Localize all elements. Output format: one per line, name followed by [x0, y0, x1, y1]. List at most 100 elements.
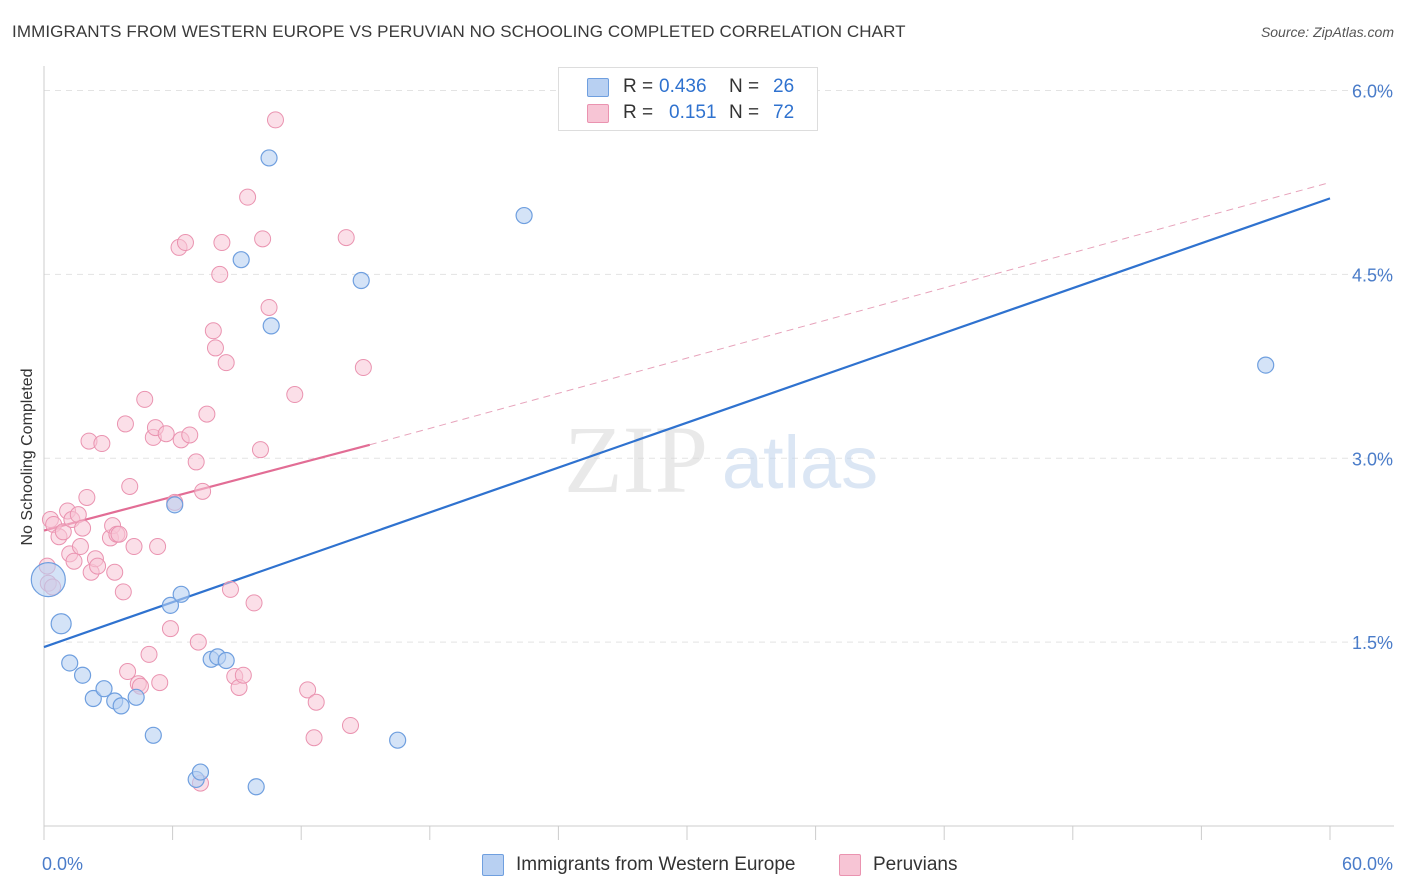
data-point-peruvians	[337, 229, 355, 247]
tick-labels: 1.5% 3.0% 4.5% 6.0% 0.0% 60.0%	[42, 82, 1393, 874]
data-point-peruvians	[54, 523, 72, 541]
data-point-peruvians	[114, 583, 132, 601]
data-point-peruvians	[254, 230, 272, 248]
series-legend: Immigrants from Western Europe Peruvians	[0, 852, 1406, 878]
x-tick-label: 60.0%	[1342, 854, 1393, 874]
data-point-peruvians	[176, 234, 194, 252]
legend-item-western-europe[interactable]: Immigrants from Western Europe	[482, 852, 795, 878]
data-point-peruvians	[260, 298, 278, 316]
data-point-peruvians	[245, 594, 263, 612]
data-point-peruvians	[106, 563, 124, 581]
data-point-peruvians	[121, 477, 139, 495]
legend-r-value: 0.436	[659, 76, 707, 97]
data-point-western-europe	[61, 654, 79, 672]
legend-row-peruvians: R = 0.151 N = 72	[559, 100, 794, 126]
legend-r-value: 0.151	[669, 102, 717, 123]
legend-swatch-pink	[587, 103, 609, 123]
data-point-peruvians	[198, 405, 216, 423]
data-point-peruvians	[239, 188, 257, 206]
legend-item-peruvians[interactable]: Peruvians	[839, 852, 958, 878]
data-point-peruvians	[140, 645, 158, 663]
legend-swatch-blue	[482, 854, 504, 876]
legend-n-value: 72	[773, 102, 795, 123]
data-point-western-europe	[30, 562, 66, 598]
data-point-western-europe	[112, 697, 130, 715]
y-axis-label: No Schooling Completed	[19, 368, 36, 546]
data-point-western-europe	[166, 496, 184, 514]
data-point-western-europe	[127, 688, 145, 706]
data-point-peruvians	[74, 519, 92, 537]
data-point-peruvians	[136, 390, 154, 408]
data-point-western-europe	[262, 317, 280, 335]
data-point-western-europe	[232, 251, 250, 269]
data-point-peruvians	[181, 426, 199, 444]
data-point-peruvians	[110, 525, 128, 543]
data-point-peruvians	[119, 663, 137, 681]
trend-line-western-europe	[43, 197, 1331, 649]
watermark-atlas: atlas	[722, 421, 878, 504]
data-point-peruvians	[149, 538, 167, 556]
data-point-peruvians	[299, 681, 317, 699]
data-point-peruvians	[211, 265, 229, 283]
data-point-peruvians	[116, 415, 134, 433]
chart-title: IMMIGRANTS FROM WESTERN EUROPE VS PERUVI…	[12, 22, 906, 41]
legend-row-western-europe: R = 0.436 N = 26	[559, 74, 794, 100]
data-point-western-europe	[1257, 356, 1275, 374]
y-tick-label: 4.5%	[1352, 265, 1393, 285]
legend-n-value: 26	[773, 76, 795, 97]
data-point-peruvians	[206, 339, 224, 357]
data-point-western-europe	[389, 731, 407, 749]
data-point-peruvians	[204, 322, 222, 340]
data-point-peruvians	[234, 666, 252, 684]
legend-label: Immigrants from Western Europe	[516, 854, 796, 875]
data-point-western-europe	[95, 680, 113, 698]
data-point-western-europe	[172, 585, 190, 603]
gridlines	[44, 90, 1394, 643]
watermark: ZIP atlas	[564, 406, 878, 513]
data-point-western-europe	[50, 613, 72, 635]
data-point-peruvians	[93, 435, 111, 453]
data-point-western-europe	[247, 778, 265, 796]
x-tick-label: 0.0%	[42, 854, 83, 874]
data-point-western-europe	[73, 666, 92, 684]
y-tick-label: 6.0%	[1352, 82, 1393, 102]
data-point-western-europe	[260, 149, 278, 167]
data-point-western-europe	[84, 689, 102, 708]
data-point-peruvians	[157, 425, 175, 443]
data-point-peruvians	[217, 354, 235, 372]
data-point-peruvians	[125, 538, 143, 556]
data-point-peruvians	[78, 488, 96, 506]
y-tick-label: 1.5%	[1352, 633, 1393, 653]
correlation-legend: R = 0.436 N = 26 R = 0.151 N = 72	[558, 67, 818, 131]
data-point-peruvians	[71, 538, 89, 556]
data-point-peruvians	[305, 729, 323, 747]
data-point-western-europe	[144, 726, 162, 744]
trend-line-peruvians-extended	[369, 181, 1331, 446]
data-point-peruvians	[189, 633, 207, 651]
data-points	[30, 111, 1275, 796]
data-point-peruvians	[286, 386, 304, 404]
legend-r-label: R =	[623, 102, 654, 123]
axes	[43, 66, 1394, 840]
y-tick-label: 3.0%	[1352, 449, 1393, 469]
data-point-western-europe	[217, 651, 235, 670]
data-point-peruvians	[65, 552, 83, 570]
data-point-peruvians	[251, 441, 269, 459]
legend-n-label: N =	[729, 76, 760, 97]
data-point-western-europe	[352, 271, 370, 290]
data-point-western-europe	[191, 763, 210, 781]
data-point-peruvians	[151, 674, 169, 692]
data-point-western-europe	[515, 206, 533, 225]
legend-swatch-pink	[839, 854, 861, 876]
data-point-peruvians	[194, 482, 212, 500]
data-point-peruvians	[89, 557, 107, 575]
legend-r-label: R =	[623, 76, 654, 97]
legend-swatch-blue	[587, 77, 609, 97]
data-point-peruvians	[354, 359, 372, 377]
data-point-peruvians	[307, 693, 325, 711]
data-point-peruvians	[187, 453, 205, 471]
data-point-western-europe	[161, 596, 180, 614]
legend-label: Peruvians	[873, 854, 958, 875]
data-point-peruvians	[161, 620, 179, 638]
